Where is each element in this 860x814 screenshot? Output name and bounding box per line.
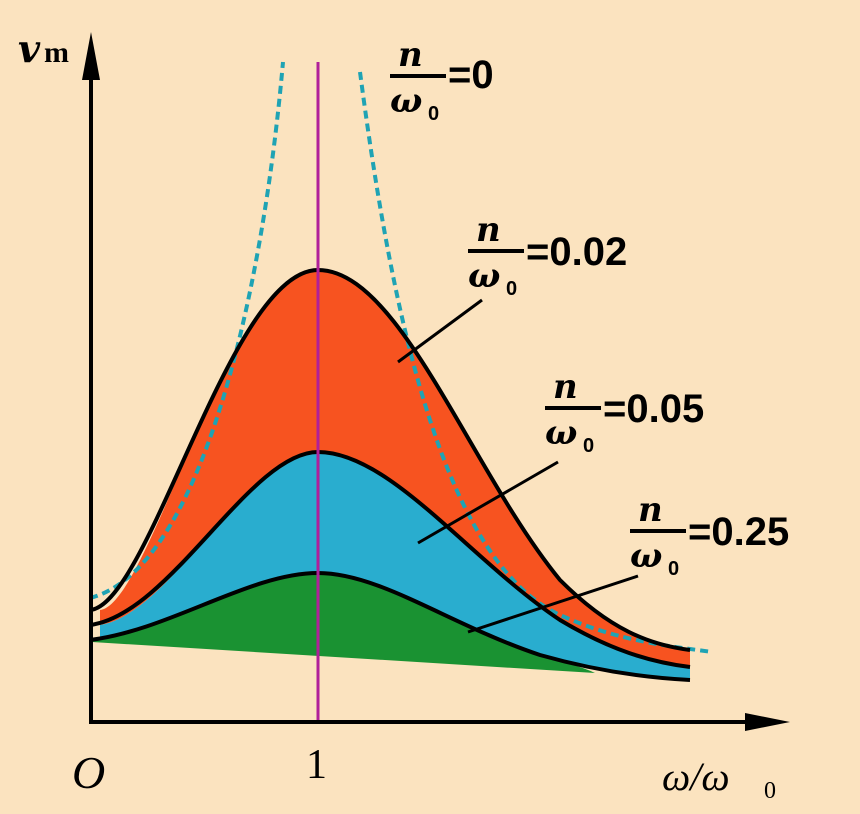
label-n025: n ω 0 =0.25 [630, 490, 789, 580]
svg-text:=0.25: =0.25 [688, 510, 789, 554]
x-axis-label-sub: 0 [764, 778, 776, 804]
svg-text:0: 0 [583, 435, 594, 457]
svg-text:n: n [476, 210, 501, 250]
y-axis-label-sub: m [44, 36, 69, 69]
svg-text:ω: ω [630, 536, 662, 576]
fill-n002 [100, 270, 690, 667]
curve-n005 [89, 449, 691, 669]
fill-n005 [100, 452, 690, 680]
y-axis-arrow-icon [82, 32, 100, 80]
origin-label: O [72, 747, 105, 798]
svg-text:ω: ω [545, 413, 577, 453]
svg-text:=0: =0 [448, 53, 494, 97]
svg-text:=0.02: =0.02 [526, 230, 627, 274]
leader-n005 [417, 460, 559, 545]
svg-text:n: n [398, 35, 423, 75]
svg-text:0: 0 [668, 558, 679, 580]
x-axis-label: ω/ω [662, 754, 730, 799]
svg-text:n: n [553, 367, 578, 407]
svg-text:0: 0 [428, 103, 439, 125]
label-n005: n ω 0 =0.05 [545, 367, 704, 457]
x-axis-arrow-icon [745, 713, 790, 731]
label-n0: n ω 0 =0 [390, 35, 494, 125]
curve-n0-left [89, 61, 285, 600]
label-n002: n ω 0 =0.02 [468, 210, 627, 300]
svg-text:n: n [638, 490, 663, 530]
x-tick-1: 1 [306, 742, 327, 788]
fill-n025 [92, 573, 595, 673]
curve-n025 [89, 570, 691, 682]
svg-text:0: 0 [506, 278, 517, 300]
y-axis-label: v [18, 26, 41, 71]
leader-n002 [397, 298, 483, 364]
svg-text:ω: ω [390, 81, 422, 121]
leader-n025 [467, 574, 639, 634]
curve-n002 [89, 267, 691, 652]
svg-text:=0.05: =0.05 [603, 387, 704, 431]
svg-text:ω: ω [468, 256, 500, 296]
